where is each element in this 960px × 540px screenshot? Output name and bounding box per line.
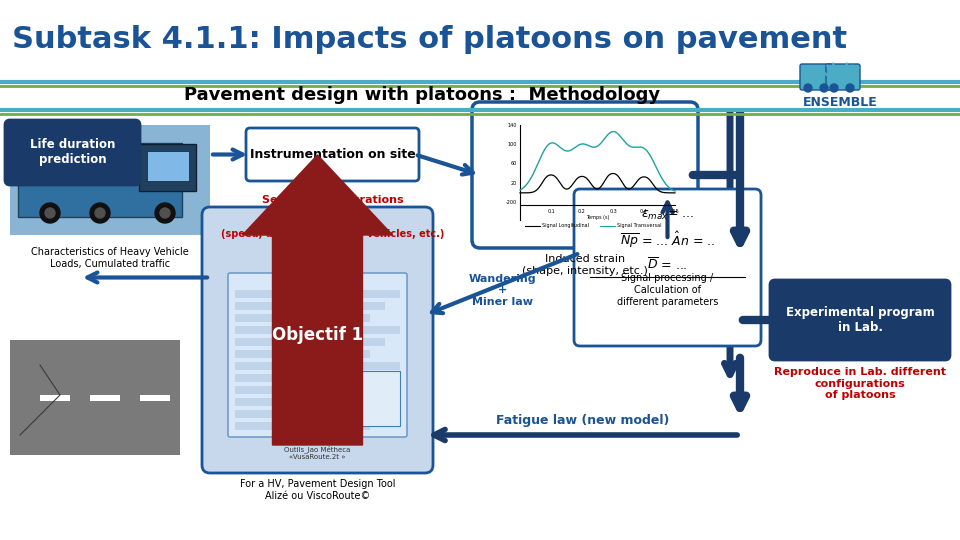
FancyBboxPatch shape bbox=[770, 280, 950, 360]
FancyBboxPatch shape bbox=[235, 422, 370, 430]
FancyBboxPatch shape bbox=[147, 151, 189, 181]
Circle shape bbox=[40, 203, 60, 223]
Text: 100: 100 bbox=[508, 142, 517, 147]
FancyBboxPatch shape bbox=[18, 143, 182, 217]
Circle shape bbox=[90, 203, 110, 223]
Text: ENSEMBLE: ENSEMBLE bbox=[803, 96, 877, 109]
FancyBboxPatch shape bbox=[235, 374, 385, 382]
Text: 0.3: 0.3 bbox=[610, 209, 617, 214]
Text: Characteristics of Heavy Vehicle
Loads, Cumulated traffic: Characteristics of Heavy Vehicle Loads, … bbox=[31, 247, 189, 268]
Circle shape bbox=[846, 84, 854, 92]
Text: Life duration
prediction: Life duration prediction bbox=[30, 138, 115, 166]
Text: Outils_Jao Métheca
«VusaRoute.2t »: Outils_Jao Métheca «VusaRoute.2t » bbox=[284, 445, 350, 460]
FancyBboxPatch shape bbox=[235, 398, 400, 406]
Circle shape bbox=[155, 203, 175, 223]
Text: $\varepsilon_{max}$= ...: $\varepsilon_{max}$= ... bbox=[641, 208, 694, 221]
FancyBboxPatch shape bbox=[316, 371, 400, 426]
Text: Objectif 1: Objectif 1 bbox=[272, 326, 363, 344]
FancyBboxPatch shape bbox=[574, 189, 761, 346]
FancyBboxPatch shape bbox=[235, 314, 370, 322]
Text: $\overline{Np}$ = ... $\hat{A}n$ = ..: $\overline{Np}$ = ... $\hat{A}n$ = .. bbox=[620, 230, 715, 250]
Text: Fatigue law (new model): Fatigue law (new model) bbox=[495, 414, 669, 427]
Text: 140: 140 bbox=[508, 124, 517, 129]
Text: Several configurations
of platoons: Several configurations of platoons bbox=[262, 195, 403, 217]
Circle shape bbox=[45, 208, 55, 218]
Text: Experimental program
in Lab.: Experimental program in Lab. bbox=[785, 306, 934, 334]
Text: Reproduce in Lab. different
configurations
of platoons: Reproduce in Lab. different configuratio… bbox=[774, 367, 946, 400]
Text: Instrumentation on site: Instrumentation on site bbox=[250, 148, 416, 161]
FancyBboxPatch shape bbox=[826, 64, 860, 90]
Text: 0.4: 0.4 bbox=[640, 209, 648, 214]
FancyBboxPatch shape bbox=[202, 207, 433, 473]
Text: Pavement design with platoons :  Methodology: Pavement design with platoons : Methodol… bbox=[184, 86, 660, 104]
Circle shape bbox=[804, 84, 812, 92]
FancyBboxPatch shape bbox=[246, 128, 419, 181]
FancyBboxPatch shape bbox=[235, 326, 400, 334]
FancyBboxPatch shape bbox=[10, 125, 210, 235]
Circle shape bbox=[95, 208, 105, 218]
FancyBboxPatch shape bbox=[228, 273, 407, 437]
FancyBboxPatch shape bbox=[235, 386, 370, 394]
Text: -200: -200 bbox=[506, 200, 517, 205]
FancyBboxPatch shape bbox=[800, 64, 834, 90]
Text: Signal Transversal: Signal Transversal bbox=[617, 224, 661, 228]
FancyBboxPatch shape bbox=[235, 362, 400, 370]
FancyBboxPatch shape bbox=[5, 120, 140, 185]
FancyArrow shape bbox=[243, 155, 393, 445]
FancyBboxPatch shape bbox=[472, 102, 698, 248]
FancyBboxPatch shape bbox=[235, 410, 385, 418]
Circle shape bbox=[830, 84, 838, 92]
Circle shape bbox=[820, 84, 828, 92]
Text: $\overline{D}$ = ...: $\overline{D}$ = ... bbox=[647, 257, 687, 273]
FancyBboxPatch shape bbox=[10, 340, 180, 455]
FancyBboxPatch shape bbox=[235, 302, 385, 310]
Text: 20: 20 bbox=[511, 181, 517, 186]
Text: For a HV, Pavement Design Tool
Alizé ou ViscoRoute©: For a HV, Pavement Design Tool Alizé ou … bbox=[240, 479, 396, 501]
Text: Induced strain
(shape, intensity, etc.): Induced strain (shape, intensity, etc.) bbox=[522, 254, 648, 275]
Text: Temps (s): Temps (s) bbox=[586, 215, 610, 220]
Text: 60: 60 bbox=[511, 161, 517, 166]
Circle shape bbox=[160, 208, 170, 218]
FancyBboxPatch shape bbox=[139, 144, 196, 191]
Text: 0.1: 0.1 bbox=[547, 209, 555, 214]
Text: (speed, distance between vehicles, etc.): (speed, distance between vehicles, etc.) bbox=[221, 229, 444, 239]
Text: Subtask 4.1.1: Impacts of platoons on pavement: Subtask 4.1.1: Impacts of platoons on pa… bbox=[12, 25, 847, 55]
Text: Signal Longitudinal: Signal Longitudinal bbox=[542, 224, 589, 228]
FancyBboxPatch shape bbox=[40, 395, 70, 401]
FancyBboxPatch shape bbox=[235, 350, 370, 358]
FancyBboxPatch shape bbox=[90, 395, 120, 401]
Text: 0.2: 0.2 bbox=[578, 209, 586, 214]
FancyBboxPatch shape bbox=[235, 338, 385, 346]
FancyBboxPatch shape bbox=[235, 290, 400, 298]
Text: Wandering
+
Miner law: Wandering + Miner law bbox=[468, 274, 537, 307]
Text: Signal processing /
Calculation of
different parameters: Signal processing / Calculation of diffe… bbox=[617, 273, 718, 307]
Text: 0.5: 0.5 bbox=[671, 209, 679, 214]
FancyBboxPatch shape bbox=[140, 395, 170, 401]
